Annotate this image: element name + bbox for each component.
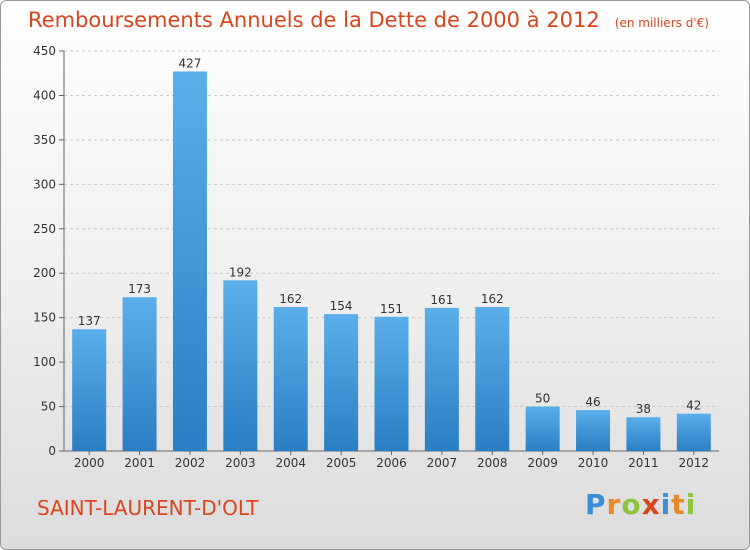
x-tick-label-2010: 2010: [578, 456, 609, 470]
y-tick-label: 0: [48, 444, 56, 458]
bar-2005: [324, 314, 359, 451]
data-label-2007: 161: [430, 293, 453, 307]
logo-letter: t: [671, 488, 686, 521]
bar-2007: [424, 307, 459, 451]
logo-letter: P: [585, 488, 607, 521]
data-label-2010: 46: [585, 395, 600, 409]
data-label-2000: 137: [78, 314, 101, 328]
x-tick-label-2008: 2008: [477, 456, 508, 470]
y-tick-label: 300: [33, 177, 56, 191]
proxiti-logo: Proxiti: [585, 488, 696, 521]
x-tick-label-2005: 2005: [326, 456, 357, 470]
data-label-2001: 173: [128, 282, 151, 296]
x-tick-label-2007: 2007: [427, 456, 458, 470]
logo-letter: r: [606, 488, 622, 521]
x-tick-label-2011: 2011: [628, 456, 659, 470]
x-tick-label-2004: 2004: [275, 456, 306, 470]
bar-2004: [273, 307, 308, 451]
y-tick-label: 400: [33, 88, 56, 102]
data-label-2002: 427: [179, 56, 202, 70]
commune-name: SAINT-LAURENT-D'OLT: [37, 496, 259, 520]
y-tick-label: 250: [33, 222, 56, 236]
logo-letter: o: [621, 488, 642, 521]
x-tick-label-2003: 2003: [225, 456, 256, 470]
bar-2009: [525, 406, 560, 451]
chart-title: Remboursements Annuels de la Dette de 20…: [28, 8, 600, 32]
bar-2000: [72, 329, 107, 451]
logo-letter: i: [685, 488, 697, 521]
bar-2012: [676, 413, 711, 451]
bar-2002: [172, 71, 207, 451]
x-tick-label-2000: 2000: [74, 456, 105, 470]
bars: [72, 71, 711, 451]
data-label-2003: 192: [229, 265, 252, 279]
chart-unit: (en milliers d'€): [614, 16, 709, 30]
bar-2011: [626, 417, 661, 451]
data-label-2004: 162: [279, 292, 302, 306]
title-row: Remboursements Annuels de la Dette de 20…: [28, 8, 709, 32]
logo-letter: x: [641, 488, 661, 521]
bar-2001: [122, 297, 157, 451]
data-label-2009: 50: [535, 392, 550, 406]
y-tick-label: 150: [33, 311, 56, 325]
x-tick-label-2009: 2009: [527, 456, 558, 470]
y-tick-label: 350: [33, 133, 56, 147]
x-tick-label-2012: 2012: [679, 456, 710, 470]
bar-2006: [374, 316, 409, 451]
x-tick-label-2006: 2006: [376, 456, 407, 470]
data-label-2008: 162: [481, 292, 504, 306]
x-tick-label-2001: 2001: [124, 456, 155, 470]
bar-2003: [223, 280, 258, 451]
y-tick-label: 200: [33, 266, 56, 280]
y-tick-label: 50: [41, 400, 56, 414]
bar-2010: [576, 410, 611, 451]
labels: 0501001502002503003504004501372000173200…: [33, 44, 709, 470]
x-tick-label-2002: 2002: [175, 456, 206, 470]
logo-letter: i: [660, 488, 672, 521]
bar-2008: [475, 307, 510, 451]
data-label-2006: 151: [380, 302, 403, 316]
data-label-2011: 38: [636, 402, 651, 416]
y-tick-label: 450: [33, 44, 56, 58]
data-label-2012: 42: [686, 399, 701, 413]
data-label-2005: 154: [330, 299, 353, 313]
y-tick-label: 100: [33, 355, 56, 369]
